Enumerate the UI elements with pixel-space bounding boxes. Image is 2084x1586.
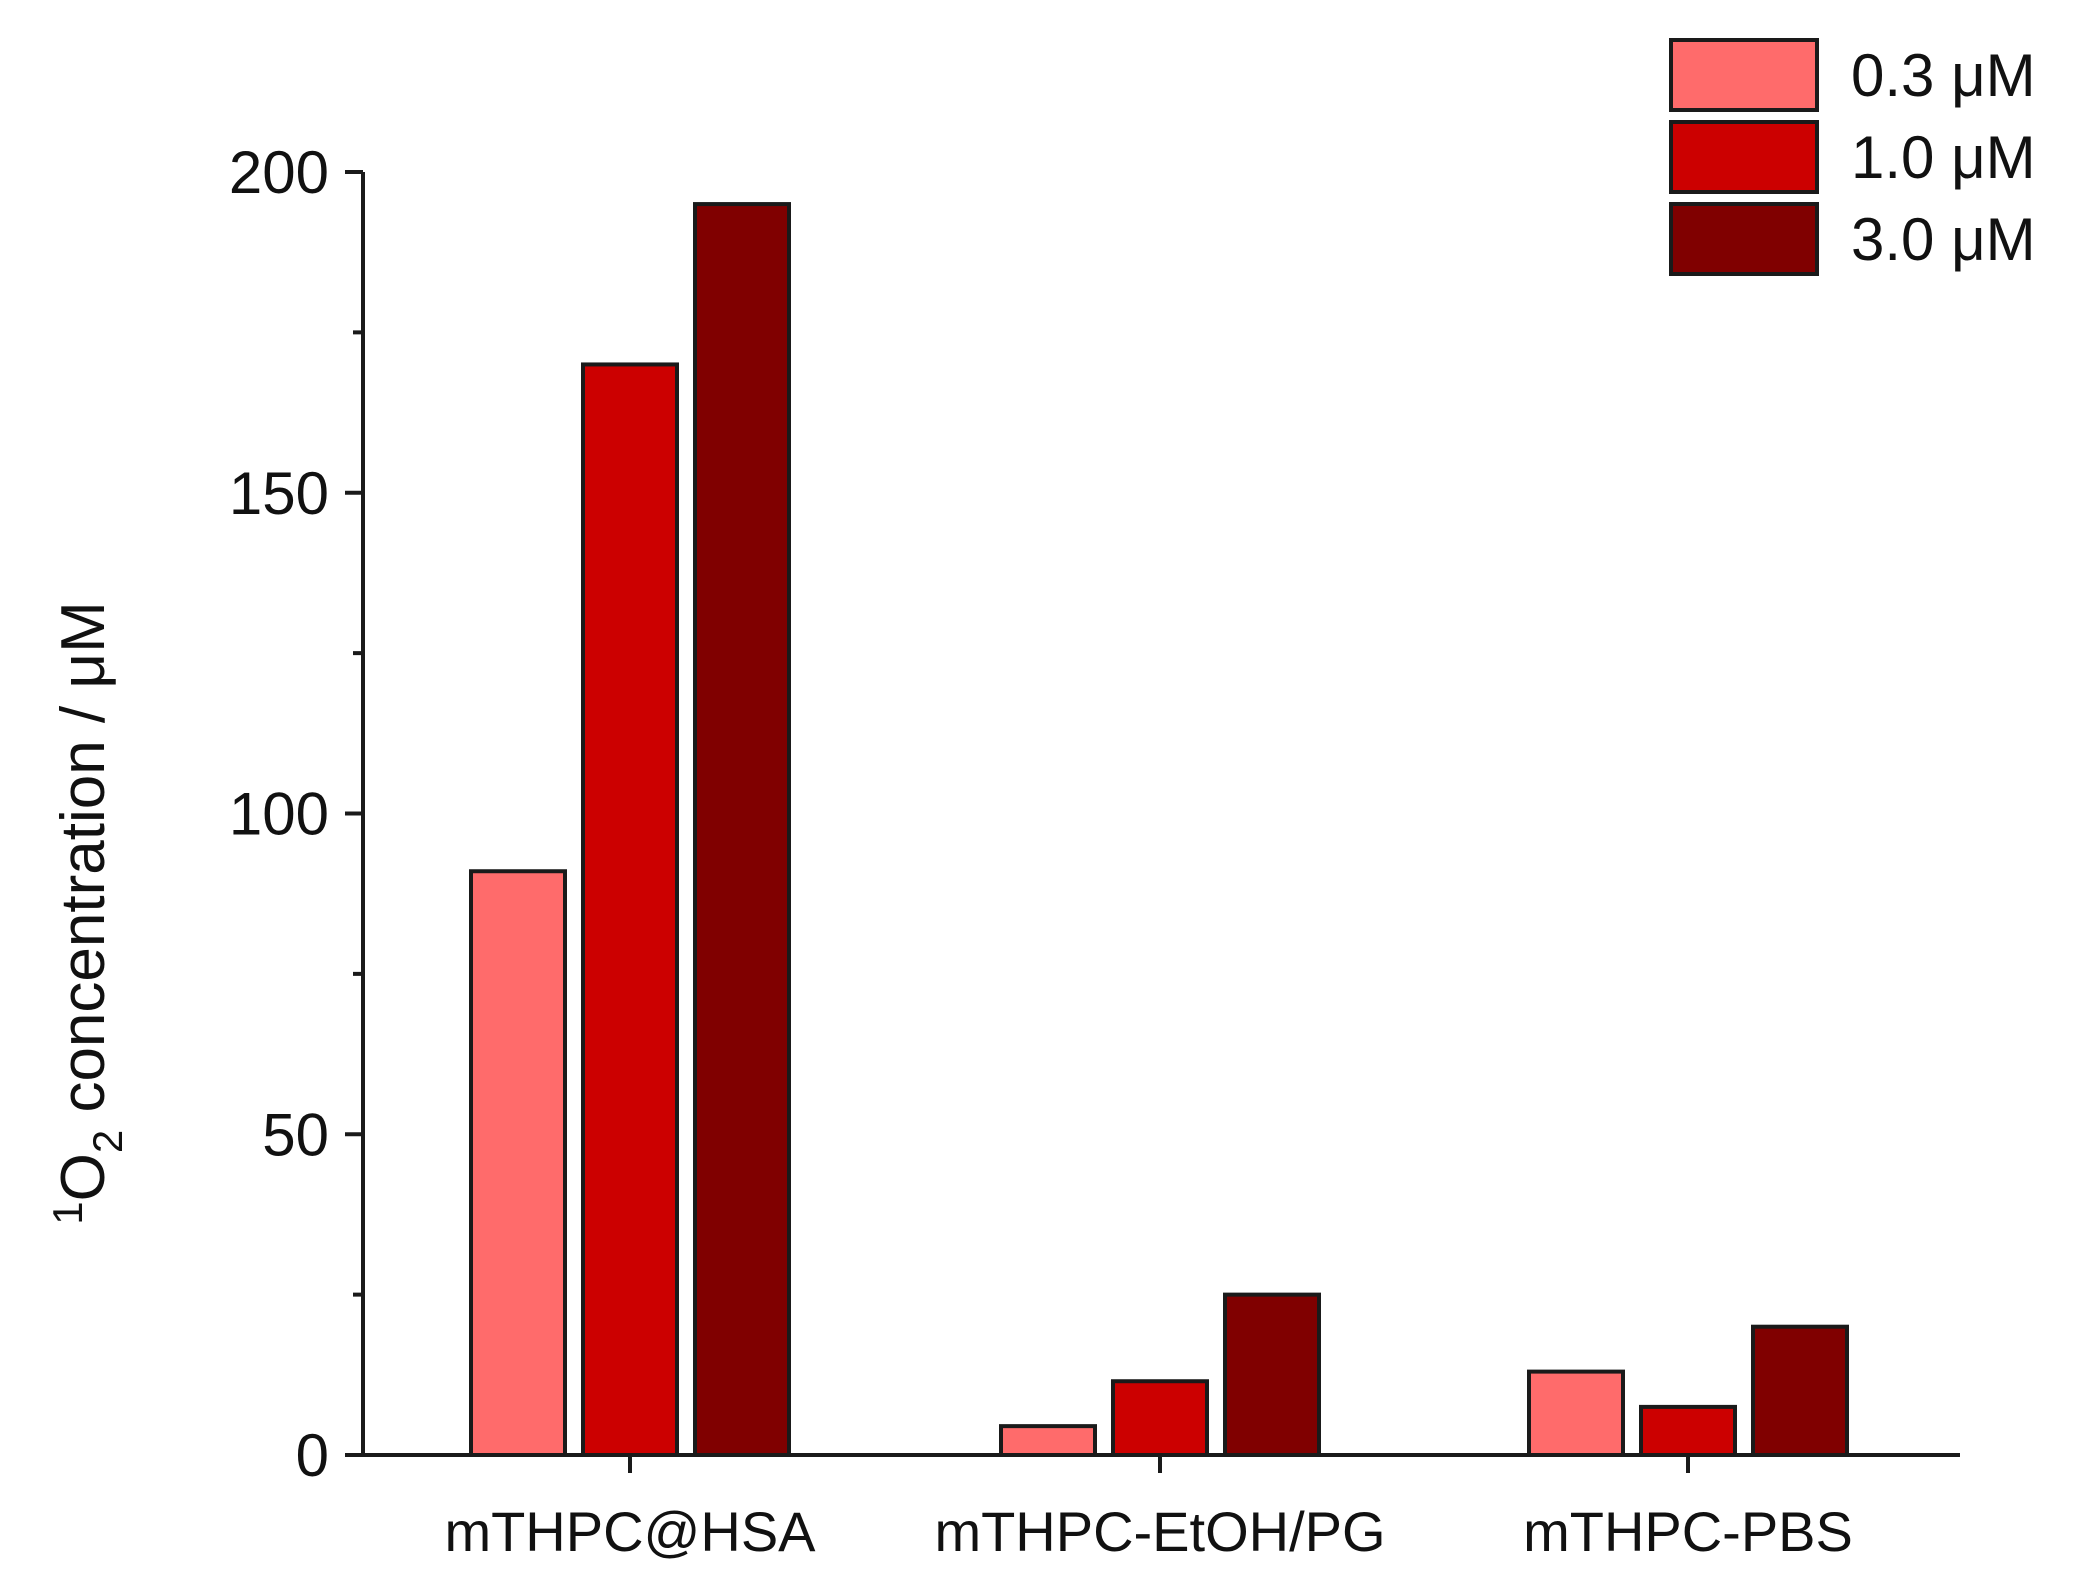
x-tick-label: mTHPC-PBS [1523,1500,1853,1563]
bar [1639,1404,1737,1457]
x-tick-label: mTHPC@HSA [444,1500,816,1563]
bar [693,202,791,1458]
bar [1527,1369,1625,1457]
y-axis-label-main: O [49,1153,118,1201]
y-axis-label: 1O2 concentration / μM [44,601,131,1224]
y-tick-label: 100 [229,781,329,848]
x-tick-label: mTHPC-EtOH/PG [934,1500,1385,1563]
legend-label: 3.0 μM [1851,206,2036,273]
bar [999,1424,1097,1457]
y-tick-label: 150 [229,460,329,527]
bar [469,869,567,1457]
bar [1111,1379,1209,1458]
bar [1751,1324,1849,1457]
legend-label: 0.3 μM [1851,42,2036,109]
legend: 0.3 μM 1.0 μM 3.0 μM [1669,38,2036,276]
legend-swatch [1669,38,1819,112]
legend-swatch [1669,120,1819,194]
y-tick-label: 0 [296,1422,329,1489]
bar [581,362,679,1458]
y-axis-ticks: 0 50 100 150 200 [229,139,363,1489]
svg-text:1O2 concentration / μM: 1O2 concentration / μM [44,601,131,1224]
y-axis-label-subscript: 2 [84,1130,131,1153]
x-axis-ticks: mTHPC@HSA mTHPC-EtOH/PG mTHPC-PBS [444,1455,1853,1563]
legend-label: 1.0 μM [1851,124,2036,191]
y-tick-label: 50 [262,1101,329,1168]
y-axis-label-superscript: 1 [44,1201,91,1224]
bars [469,202,1849,1458]
y-axis-label-rest: concentration / μM [49,601,118,1130]
bar [1223,1292,1321,1457]
y-tick-label: 200 [229,139,329,206]
legend-swatch [1669,202,1819,276]
